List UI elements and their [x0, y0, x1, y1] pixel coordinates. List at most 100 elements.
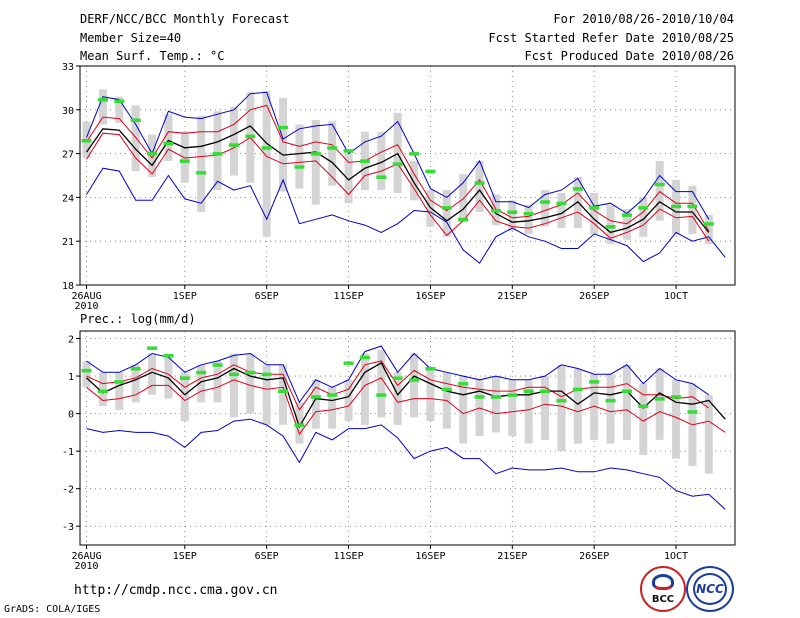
obs-mark	[261, 372, 272, 377]
obs-mark	[81, 138, 92, 143]
spread-box	[131, 105, 140, 172]
spread-box	[639, 197, 648, 237]
obs-mark	[572, 387, 583, 392]
x-year-label: 2010	[75, 561, 99, 572]
spread-box	[655, 368, 664, 440]
y-tick-label: -3	[62, 522, 74, 533]
spread-box	[311, 120, 320, 205]
spread-box	[377, 349, 386, 418]
series-max	[86, 167, 726, 264]
obs-mark	[687, 410, 698, 414]
spread-box	[508, 200, 517, 231]
y-tick-label: -1	[62, 447, 74, 458]
obs-mark	[638, 404, 649, 409]
obs-mark	[376, 393, 387, 397]
obs-mark	[278, 389, 289, 394]
spread-box	[229, 106, 238, 176]
obs-mark	[196, 171, 207, 175]
obs-mark	[310, 152, 321, 156]
spread-box	[622, 209, 631, 240]
obs-mark	[621, 213, 632, 217]
obs-mark	[589, 380, 600, 384]
spread-box	[377, 131, 386, 191]
spread-box	[524, 379, 533, 444]
spread-box	[459, 174, 468, 223]
spread-box	[328, 387, 337, 429]
obs-mark	[97, 389, 108, 394]
spread-box	[410, 353, 419, 418]
y-tick-label: -2	[62, 485, 74, 496]
spread-box	[541, 376, 550, 440]
y-tick-label: 24	[62, 193, 74, 204]
forecast-period: For 2010/08/26-2010/10/04	[553, 12, 734, 26]
spread-box	[475, 160, 484, 212]
y-tick-label: 33	[62, 62, 74, 73]
spread-box	[410, 160, 419, 201]
obs-mark	[278, 125, 289, 130]
spread-box	[590, 193, 599, 234]
spread-box	[541, 190, 550, 227]
spread-box	[115, 96, 124, 123]
spread-box	[655, 160, 664, 221]
obs-mark	[228, 143, 239, 147]
series-upper	[86, 91, 710, 220]
ncc-logo: NCC	[686, 566, 734, 612]
obs-mark	[654, 397, 665, 401]
obs-mark	[490, 209, 501, 213]
y-tick-label: 21	[62, 237, 74, 248]
spread-box	[279, 364, 288, 425]
spread-box	[262, 364, 271, 425]
obs-mark	[114, 99, 125, 104]
bcc-logo-text: BCC	[651, 594, 675, 605]
spread-box	[360, 353, 369, 425]
x-tick-label: 16SEP	[415, 551, 445, 562]
obs-mark	[687, 204, 698, 209]
obs-mark	[458, 382, 469, 386]
obs-mark	[409, 378, 420, 382]
obs-mark	[359, 355, 370, 360]
source-url[interactable]: http://cmdp.ncc.cma.gov.cn	[74, 583, 278, 598]
obs-mark	[523, 389, 534, 394]
y-tick-label: 2	[68, 335, 74, 346]
obs-mark	[179, 376, 190, 380]
spread-box	[393, 372, 402, 425]
obs-mark	[409, 152, 420, 156]
spread-box	[213, 361, 222, 403]
plot-frame	[79, 65, 736, 286]
series-min	[86, 418, 726, 510]
obs-mark	[327, 146, 338, 150]
fcst-started: Fcst Started Refer Date 2010/08/25	[488, 31, 734, 45]
fcst-produced: Fcst Produced Date 2010/08/26	[524, 49, 734, 63]
spread-box	[98, 372, 107, 407]
obs-mark	[163, 141, 174, 146]
obs-mark	[196, 370, 207, 375]
spread-box	[295, 402, 304, 444]
x-tick-label: 26SEP	[579, 551, 609, 562]
obs-mark	[507, 393, 518, 397]
obs-mark	[359, 159, 370, 163]
spread-box	[197, 115, 206, 212]
spread-box	[672, 379, 681, 459]
bcc-logo: BCC	[640, 566, 686, 612]
obs-mark	[638, 206, 649, 210]
obs-mark	[671, 204, 682, 209]
y-tick-label: 30	[62, 106, 74, 117]
x-tick-label: 21SEP	[497, 551, 527, 562]
bcc-emblem-icon	[652, 574, 674, 590]
plot-frame	[79, 330, 736, 546]
series-ens_mean	[86, 361, 726, 429]
spread-box	[295, 124, 304, 189]
y-tick-label: 18	[62, 281, 74, 292]
obs-mark	[147, 346, 158, 350]
x-tick-label: 1OCT	[664, 551, 688, 562]
obs-mark	[441, 387, 452, 392]
obs-mark	[130, 367, 141, 371]
spread-box	[606, 374, 615, 444]
obs-mark	[245, 370, 256, 375]
obs-mark	[572, 187, 583, 191]
spread-box	[262, 90, 271, 237]
spread-box	[426, 368, 435, 422]
spread-box	[704, 394, 713, 474]
x-tick-label: 16SEP	[415, 291, 445, 302]
series-spread_high	[86, 360, 710, 411]
